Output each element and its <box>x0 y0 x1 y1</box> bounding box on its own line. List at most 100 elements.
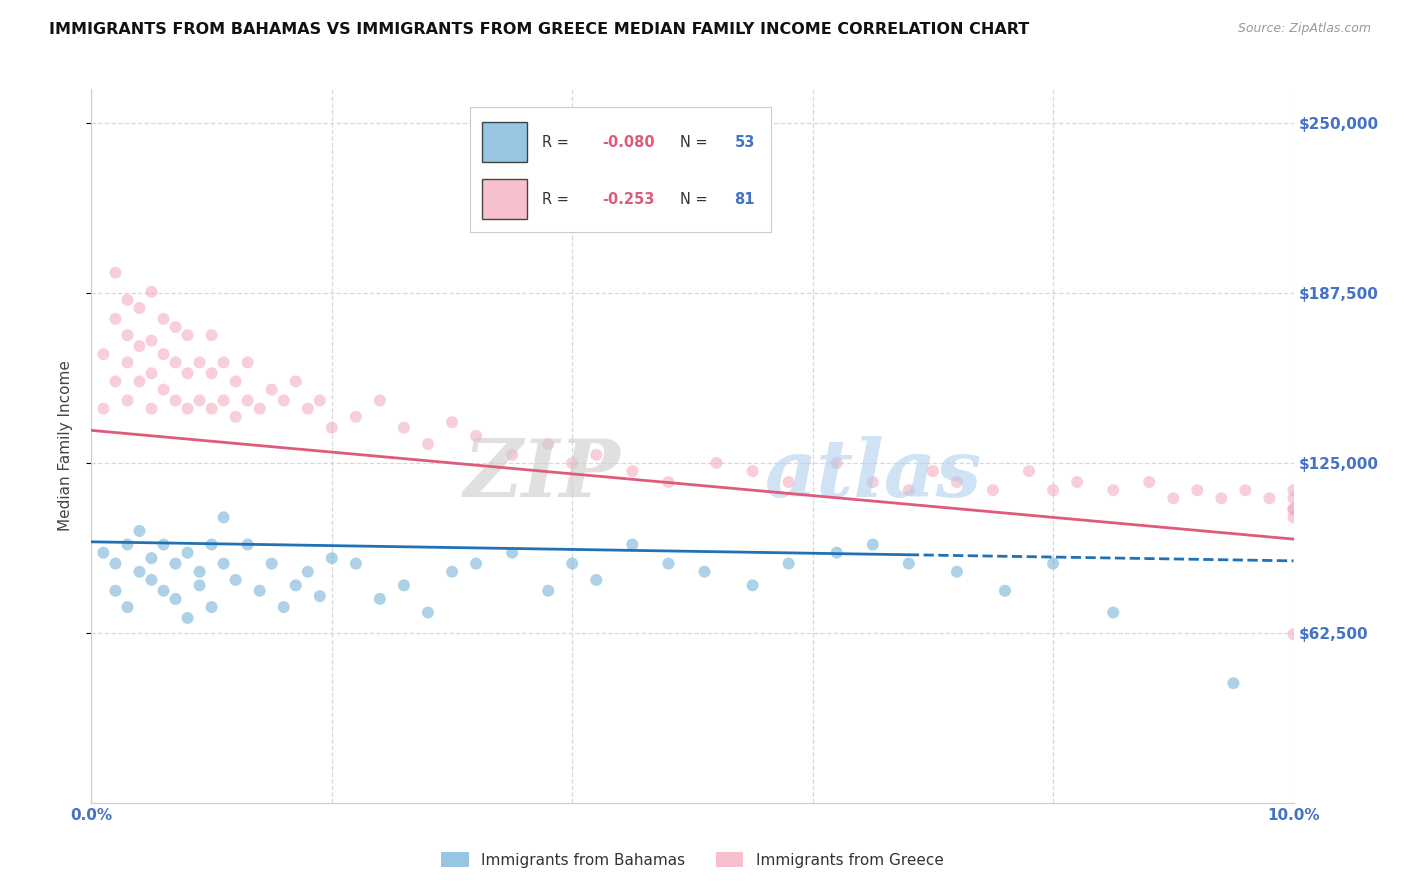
Point <box>657 475 679 489</box>
Point <box>201 328 224 343</box>
Point <box>862 475 884 489</box>
Point <box>212 510 235 524</box>
Point <box>897 483 920 498</box>
Point <box>201 401 224 416</box>
Point <box>465 557 488 571</box>
Point <box>946 565 969 579</box>
Point <box>741 464 763 478</box>
Point <box>585 448 607 462</box>
Point <box>308 393 330 408</box>
Text: IMMIGRANTS FROM BAHAMAS VS IMMIGRANTS FROM GREECE MEDIAN FAMILY INCOME CORRELATI: IMMIGRANTS FROM BAHAMAS VS IMMIGRANTS FR… <box>49 22 1029 37</box>
Point <box>128 301 150 315</box>
Point <box>416 606 439 620</box>
Point <box>249 583 271 598</box>
Point <box>946 475 969 489</box>
Point <box>1042 557 1064 571</box>
Point <box>706 456 728 470</box>
Point <box>141 401 163 416</box>
Point <box>981 483 1004 498</box>
Point <box>741 578 763 592</box>
Point <box>188 565 211 579</box>
Point <box>93 401 115 416</box>
Point <box>176 366 198 380</box>
Point <box>273 600 295 615</box>
Point <box>778 475 800 489</box>
Point <box>260 557 283 571</box>
Point <box>1102 606 1125 620</box>
Point <box>1161 491 1184 506</box>
Point <box>825 546 848 560</box>
Point <box>1234 483 1257 498</box>
Point <box>249 401 271 416</box>
Point <box>201 537 224 551</box>
Point <box>465 429 488 443</box>
Point <box>104 266 127 280</box>
Point <box>1211 491 1233 506</box>
Point <box>152 347 174 361</box>
Point <box>117 537 139 551</box>
Point <box>1222 676 1244 690</box>
Point <box>1042 483 1064 498</box>
Point <box>152 312 174 326</box>
Point <box>128 565 150 579</box>
Point <box>236 393 259 408</box>
Point <box>152 583 174 598</box>
Point <box>165 320 187 334</box>
Point <box>117 293 139 307</box>
Point <box>201 366 224 380</box>
Point <box>922 464 945 478</box>
Point <box>236 537 259 551</box>
Text: ZIP: ZIP <box>464 436 620 513</box>
Point <box>93 347 115 361</box>
Point <box>176 546 198 560</box>
Point <box>188 578 211 592</box>
Point <box>284 578 307 592</box>
Text: atlas: atlas <box>765 436 981 513</box>
Point <box>897 557 920 571</box>
Point <box>537 437 560 451</box>
Point <box>117 600 139 615</box>
Point <box>1282 491 1305 506</box>
Point <box>1102 483 1125 498</box>
Point <box>93 546 115 560</box>
Point <box>176 328 198 343</box>
Point <box>201 600 224 615</box>
Point <box>104 312 127 326</box>
Point <box>117 393 139 408</box>
Point <box>392 420 415 434</box>
Point <box>825 456 848 470</box>
Point <box>621 537 644 551</box>
Point <box>1137 475 1160 489</box>
Point <box>212 557 235 571</box>
Point <box>297 401 319 416</box>
Point <box>693 565 716 579</box>
Point <box>440 565 463 579</box>
Point <box>321 420 343 434</box>
Point <box>104 557 127 571</box>
Point <box>501 546 523 560</box>
Point <box>1282 502 1305 516</box>
Y-axis label: Median Family Income: Median Family Income <box>58 360 73 532</box>
Point <box>165 355 187 369</box>
Point <box>778 557 800 571</box>
Text: Source: ZipAtlas.com: Source: ZipAtlas.com <box>1237 22 1371 36</box>
Point <box>236 355 259 369</box>
Point <box>344 557 367 571</box>
Point <box>141 366 163 380</box>
Point <box>141 334 163 348</box>
Point <box>1282 483 1305 498</box>
Point <box>392 578 415 592</box>
Point <box>657 557 679 571</box>
Point <box>141 285 163 299</box>
Point <box>862 537 884 551</box>
Point <box>152 537 174 551</box>
Point <box>176 401 198 416</box>
Point <box>585 573 607 587</box>
Point <box>212 355 235 369</box>
Point <box>1258 491 1281 506</box>
Point <box>128 524 150 538</box>
Point <box>1282 510 1305 524</box>
Point <box>165 557 187 571</box>
Point <box>1066 475 1088 489</box>
Point <box>104 583 127 598</box>
